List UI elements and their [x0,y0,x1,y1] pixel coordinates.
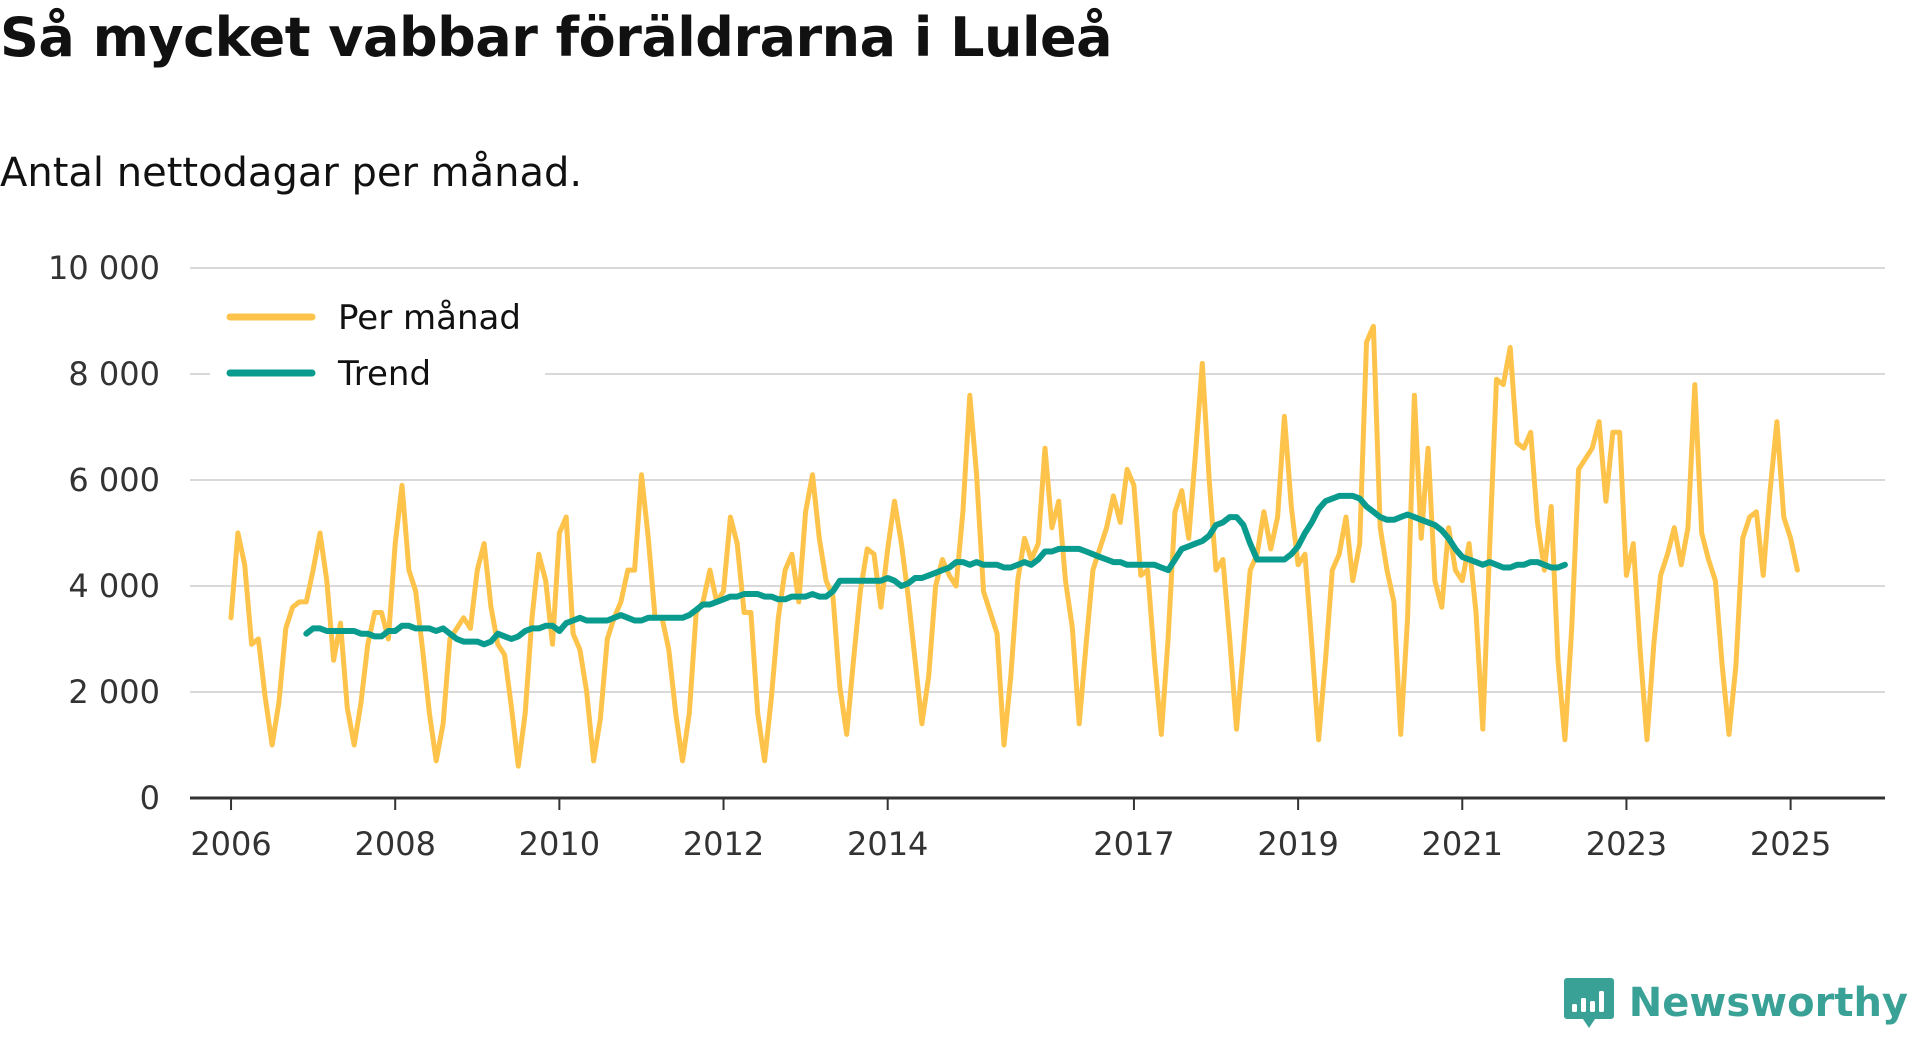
x-axis [190,796,1885,810]
x-tick-label: 2010 [519,825,600,863]
series-lines [228,323,1800,769]
chart-title: Så mycket vabbar föräldrarna i Luleå [0,6,1113,69]
legend: Per månad Trend [210,282,545,394]
y-tick-label: 10 000 [48,249,160,287]
x-axis-labels: 2006 2008 2010 2012 2014 2017 2019 2021 2023 2025 [190,825,1831,863]
legend-label: Trend [337,354,431,394]
legend-background [210,282,545,382]
x-tick-label: 2023 [1586,825,1667,863]
x-tick-label: 2017 [1093,825,1174,863]
x-tick-label: 2019 [1257,825,1338,863]
brand-logo[interactable]: Newsworthy [1563,976,1908,1030]
brand-name: Newsworthy [1628,980,1908,1026]
y-tick-label: 2 000 [68,673,160,711]
y-tick-label: 8 000 [68,355,160,393]
y-tick-label: 0 [140,779,160,817]
y-tick-label: 4 000 [68,567,160,605]
x-tick-label: 2006 [190,825,271,863]
x-tick-label: 2021 [1422,825,1503,863]
x-tick-label: 2012 [683,825,764,863]
newsworthy-logo-icon [1563,978,1614,1028]
y-axis-labels: 0 2 000 4 000 6 000 8 000 10 000 [48,249,160,817]
x-tick-label: 2025 [1750,825,1831,863]
chart: 0 2 000 4 000 6 000 8 000 10 000 2006 2008 2010… [48,249,1885,863]
x-tick-label: 2014 [847,825,928,863]
series-line-trend [303,492,1568,648]
chart-subtitle: Antal nettodagar per månad. [0,150,583,196]
x-tick-label: 2008 [354,825,435,863]
y-tick-label: 6 000 [68,461,160,499]
legend-label: Per månad [338,298,521,338]
series-line-per-manad [228,323,1800,769]
